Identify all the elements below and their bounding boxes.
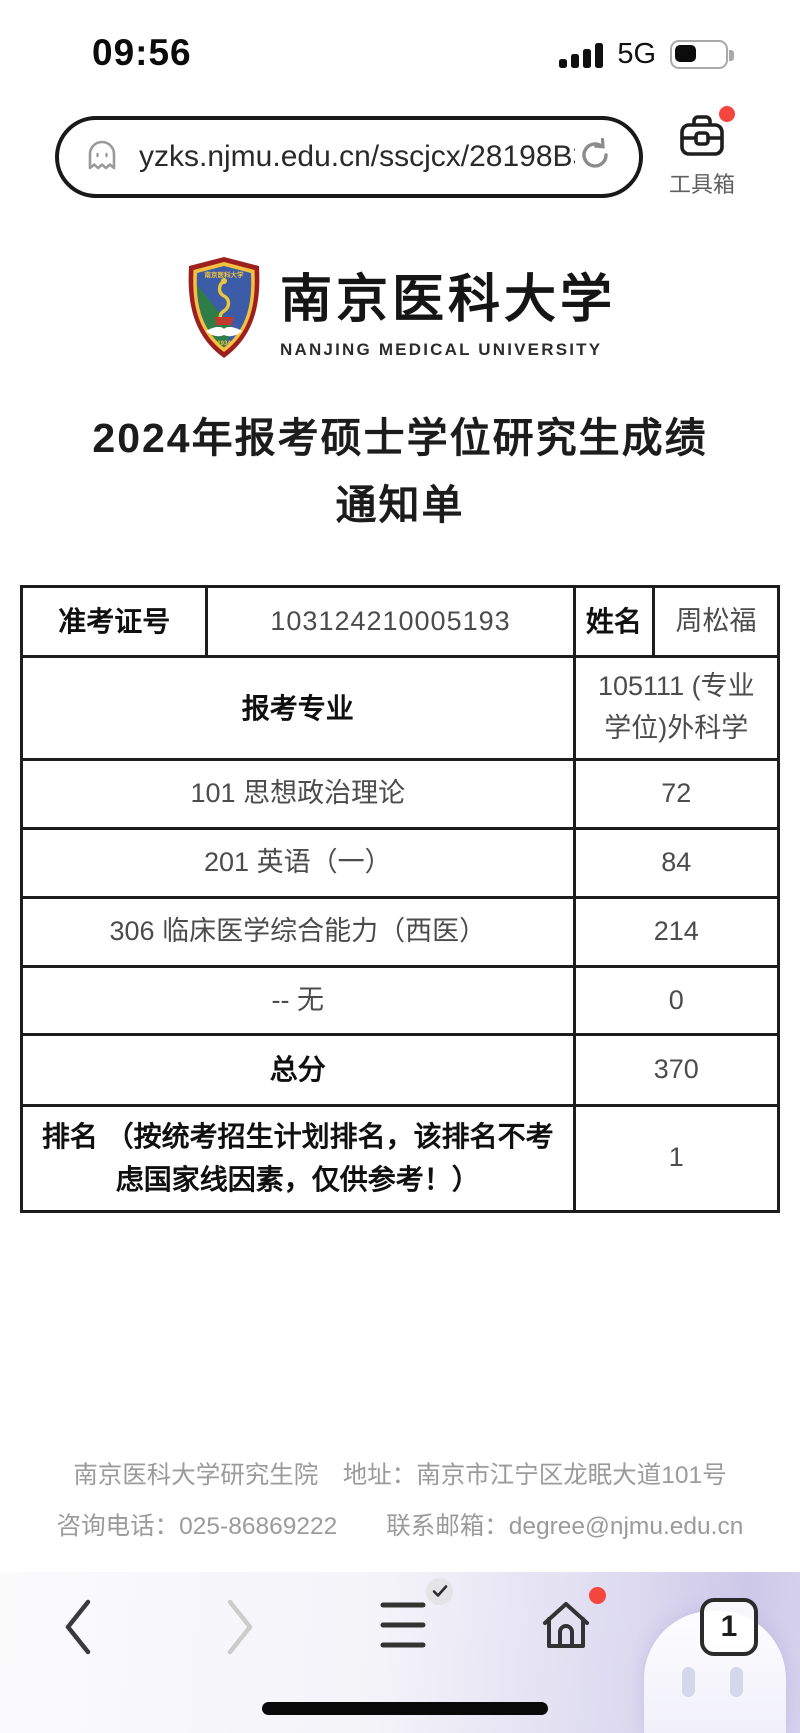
refresh-icon[interactable] [575, 135, 615, 180]
major-value: 105111 (专业学位)外科学 [572, 655, 781, 762]
subject-score: 84 [572, 826, 781, 899]
subject-score: 214 [572, 895, 781, 968]
total-score: 370 [572, 1033, 781, 1107]
table-row: 201 英语（一） 84 [20, 826, 781, 899]
svg-text:1934: 1934 [217, 341, 231, 347]
chevron-right-icon [227, 1599, 253, 1655]
page-footer: 南京医科大学研究生院 地址：南京市江宁区龙眠大道101号 咨询电话：025-86… [0, 1450, 800, 1553]
mascot-eye-icon [682, 1667, 695, 1697]
home-icon [543, 1601, 589, 1648]
score-table: 准考证号 103124210005193 姓名 周松福 报考专业 105111 … [19, 584, 781, 1213]
url-text: yzks.njmu.edu.cn/sscjcx/28198B36... [139, 140, 575, 173]
clock: 09:56 [92, 32, 192, 73]
subject-name: 306 临床医学综合能力（西医） [20, 895, 576, 968]
chevron-left-icon [65, 1599, 91, 1655]
mascot-eye-icon [730, 1667, 743, 1697]
tab-count-badge: 1 [700, 1598, 758, 1656]
table-row: 306 临床医学综合能力（西医） 214 [20, 895, 781, 968]
svg-text:南京医科大学: 南京医科大学 [204, 270, 244, 279]
toolbox-label: 工具箱 [668, 172, 735, 197]
menu-button[interactable] [358, 1572, 453, 1682]
major-label: 报考专业 [20, 655, 576, 762]
check-icon [432, 1585, 447, 1597]
table-row: -- 无 0 [20, 964, 781, 1037]
home-notification-dot [589, 1586, 606, 1604]
home-button[interactable] [521, 1572, 611, 1682]
university-name-cn: 南京医科大学 [279, 271, 616, 329]
status-bar: 09:56 5G [0, 0, 800, 100]
subject-name: 101 思想政治理论 [20, 758, 576, 830]
subject-name: -- 无 [20, 964, 576, 1037]
table-row: 排名 （按统考招生计划排名，该排名不考虑国家线因素，仅供参考！） 1 [20, 1103, 781, 1213]
subject-name: 201 英语（一） [20, 826, 576, 899]
hamburger-menu-icon [380, 1602, 426, 1647]
university-logo: 南京医科大学 1934 南京医科大学 NANJING MEDICAL UNIVE… [0, 255, 800, 361]
name-label: 姓名 [572, 584, 656, 659]
subject-score: 0 [572, 964, 781, 1037]
admission-no-label: 准考证号 [19, 584, 209, 659]
tabs-button[interactable]: 1 [684, 1572, 774, 1682]
signal-strength-icon [559, 42, 604, 68]
subject-score: 72 [572, 758, 781, 830]
footer-address-line: 南京医科大学研究生院 地址：南京市江宁区龙眠大道101号 [73, 1462, 727, 1489]
footer-contact-line: 咨询电话：025-86869222 联系邮箱：degree@njmu.edu.c… [56, 1513, 744, 1541]
home-indicator-handle[interactable] [262, 1702, 548, 1715]
browser-bottom-toolbar: 1 [0, 1572, 800, 1733]
network-type-label: 5G [617, 38, 656, 70]
table-row: 准考证号 103124210005193 姓名 周松福 [19, 584, 780, 659]
address-bar-row: yzks.njmu.edu.cn/sscjcx/28198B36... 工具箱 [0, 106, 800, 212]
university-name-en: NANJING MEDICAL UNIVERSITY [279, 339, 603, 359]
toolbox-notification-dot [719, 106, 735, 122]
back-button[interactable] [33, 1572, 123, 1682]
total-label: 总分 [20, 1033, 576, 1107]
university-shield-icon: 南京医科大学 1934 [188, 257, 260, 358]
table-row: 总分 370 [20, 1033, 781, 1107]
ghost-favicon-icon [81, 134, 123, 181]
forward-button[interactable] [195, 1572, 285, 1682]
name-value: 周松福 [652, 584, 780, 659]
rank-label: 排名 （按统考招生计划排名，该排名不考虑国家线因素，仅供参考！） [20, 1103, 576, 1213]
toolbox-button[interactable]: 工具箱 [652, 106, 752, 212]
menu-check-badge [426, 1577, 453, 1605]
battery-icon [670, 40, 734, 69]
address-bar[interactable]: yzks.njmu.edu.cn/sscjcx/28198B36... [55, 116, 643, 198]
rank-value: 1 [572, 1103, 781, 1213]
briefcase-icon [680, 115, 724, 156]
table-row: 报考专业 105111 (专业学位)外科学 [20, 655, 781, 762]
admission-no-value: 103124210005193 [205, 584, 576, 659]
table-row: 101 思想政治理论 72 [20, 758, 781, 830]
page-title: 2024年报考硕士学位研究生成绩通知单 [92, 415, 708, 528]
